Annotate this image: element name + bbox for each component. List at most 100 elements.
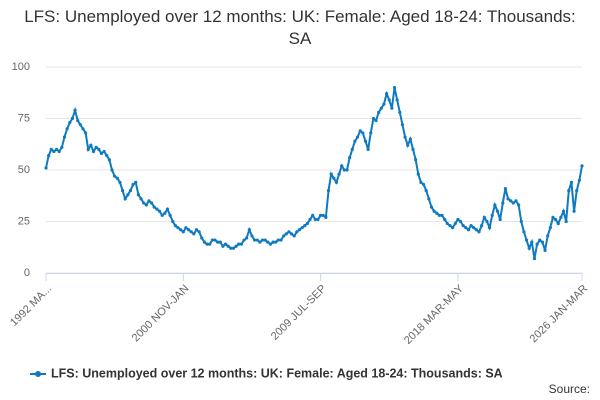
point [200, 236, 204, 240]
point [366, 147, 370, 151]
point [113, 174, 117, 178]
point [157, 209, 162, 213]
point [295, 230, 299, 234]
point [239, 242, 243, 246]
point [469, 224, 473, 228]
point [561, 209, 566, 213]
point [538, 238, 542, 242]
point [530, 240, 534, 244]
point [186, 228, 191, 232]
point [305, 221, 309, 226]
point [361, 131, 365, 135]
point [437, 213, 442, 217]
point [398, 110, 402, 114]
point [548, 226, 552, 230]
point [176, 226, 180, 230]
point [474, 228, 478, 232]
point [142, 201, 146, 205]
point [453, 221, 457, 226]
point [316, 217, 320, 222]
point [490, 213, 494, 217]
point [503, 186, 508, 191]
point [432, 209, 436, 213]
point [202, 240, 207, 244]
point [128, 189, 133, 193]
point [353, 139, 357, 143]
point [192, 232, 196, 236]
point [382, 102, 386, 106]
point [577, 178, 581, 182]
point [456, 217, 460, 222]
point [223, 242, 228, 246]
point [495, 209, 500, 213]
point [91, 149, 96, 154]
point [229, 246, 233, 250]
point [427, 197, 431, 201]
point [403, 135, 407, 139]
point [52, 149, 56, 154]
point [414, 158, 418, 162]
point [54, 147, 59, 151]
point [165, 207, 170, 211]
point [303, 224, 307, 228]
point [184, 226, 188, 230]
point [374, 118, 378, 123]
point [580, 164, 584, 168]
point [424, 189, 428, 193]
point [65, 127, 69, 131]
point [535, 242, 539, 246]
point [276, 238, 280, 242]
point [118, 180, 122, 184]
point [511, 201, 515, 205]
point [78, 123, 82, 127]
point [329, 172, 333, 176]
point [385, 92, 389, 96]
point [363, 139, 368, 143]
point [284, 232, 288, 236]
y-tick-label: 75 [18, 112, 30, 124]
x-tick-label: 2000 NOV-JAN [130, 283, 192, 345]
point [466, 228, 471, 232]
point [348, 156, 352, 160]
point [532, 256, 537, 261]
point [445, 221, 449, 226]
point [440, 213, 444, 217]
point [110, 168, 114, 172]
point [150, 201, 154, 205]
point [139, 197, 143, 201]
point [480, 224, 484, 228]
point [416, 172, 420, 176]
point [274, 240, 278, 244]
point [564, 219, 568, 224]
point [546, 234, 550, 238]
chart-title: LFS: Unemployed over 12 months: UK: Fema… [24, 7, 576, 48]
x-tick-label: 2026 JAN-MAR [528, 283, 591, 346]
point [68, 121, 72, 125]
point [237, 242, 241, 246]
point [163, 211, 167, 215]
point [311, 213, 315, 217]
point [221, 244, 225, 248]
point [498, 217, 502, 222]
point [123, 197, 127, 201]
point [44, 166, 48, 170]
point [551, 215, 555, 219]
x-tick-label: 2009 JUL-SEP [269, 283, 329, 343]
point [379, 106, 383, 110]
point [86, 147, 90, 151]
point [258, 240, 262, 244]
x-tick-label: 2018 MAR-MAY [402, 282, 467, 347]
point [411, 147, 415, 151]
point [210, 238, 214, 242]
point [173, 224, 177, 228]
point [408, 137, 412, 141]
point [181, 230, 185, 234]
point [147, 199, 151, 203]
point [47, 153, 51, 158]
point [559, 215, 563, 219]
point [556, 221, 560, 226]
point [245, 236, 249, 240]
point [458, 219, 463, 224]
point [208, 242, 212, 246]
